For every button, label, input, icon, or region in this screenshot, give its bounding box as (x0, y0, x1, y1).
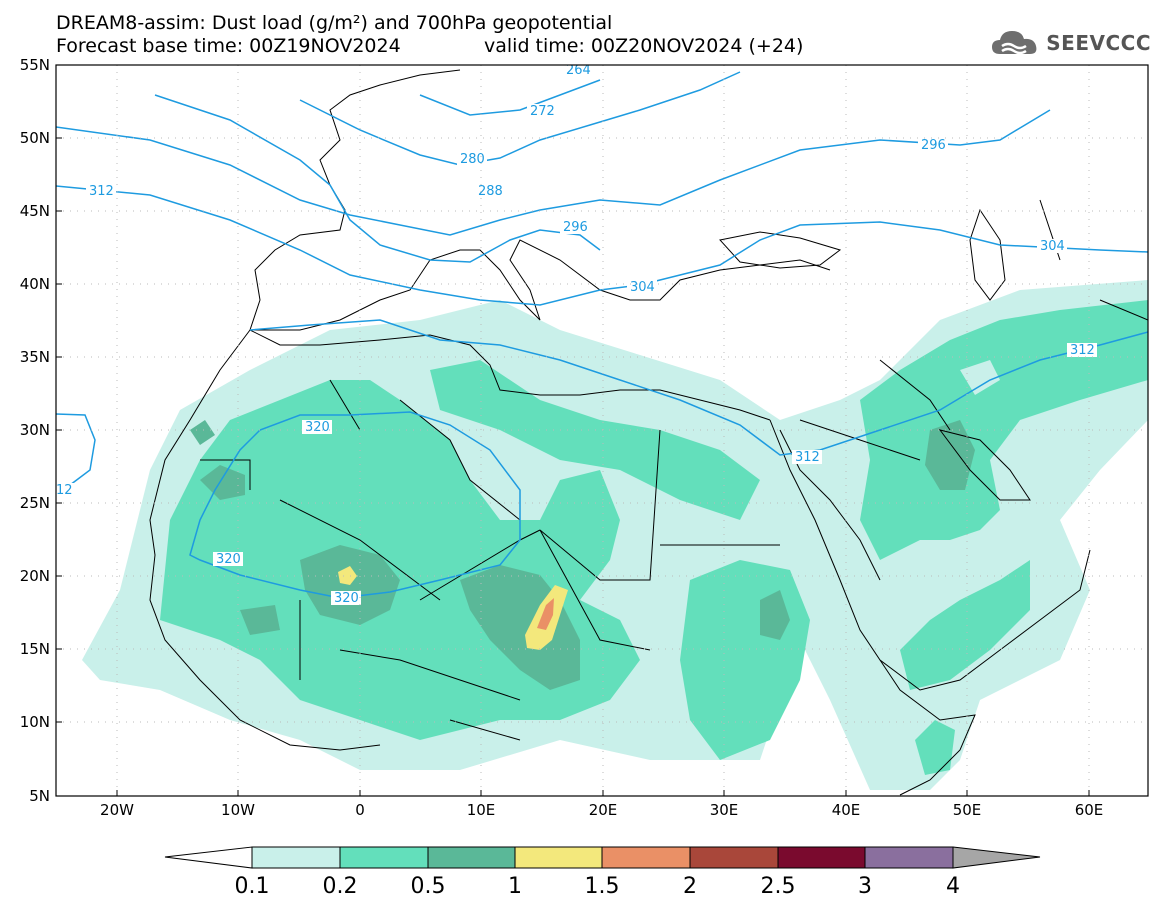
colorbar-swatch (777, 846, 866, 869)
lon-axis: 20W 10W 0 10E 20E 30E 40E 50E 60E (100, 790, 1103, 819)
lat-tick-label: 20N (20, 567, 50, 585)
lon-tick-label: 20E (589, 801, 618, 819)
contour-label: 304 (630, 280, 655, 295)
contour-label: 288 (478, 184, 503, 199)
coastlines (149, 69, 1148, 796)
colorbar-swatch (251, 846, 341, 869)
contour-label: 12 (56, 483, 73, 498)
colorbar-label: 2.5 (761, 874, 796, 899)
lon-tick-label: 0 (355, 801, 365, 819)
colorbar-label: 0.1 (235, 874, 270, 899)
contour-label: 312 (89, 184, 114, 199)
lat-tick-label: 45N (20, 202, 50, 220)
colorbar-labels: 0.1 0.2 0.5 1 1.5 2 2.5 3 4 (235, 874, 961, 899)
colorbar-label: 0.2 (323, 874, 358, 899)
forecast-base-time: Forecast base time: 00Z19NOV2024 (56, 35, 401, 57)
dust-level-0.2 (160, 300, 1148, 775)
colorbar-swatch (689, 846, 779, 869)
contour-label: 272 (530, 104, 555, 119)
contour-label: 296 (921, 138, 946, 153)
colorbar-label: 0.5 (411, 874, 446, 899)
colorbar-swatch (601, 846, 691, 869)
lat-tick-label: 35N (20, 348, 50, 366)
lat-tick-label: 15N (20, 640, 50, 658)
lat-tick-label: 55N (20, 56, 50, 74)
lon-tick-label: 50E (953, 801, 982, 819)
lon-tick-label: 40E (832, 801, 861, 819)
colorbar-swatch (427, 846, 516, 869)
contour-label: 320 (216, 552, 241, 567)
colorbar (164, 846, 1041, 869)
colorbar-swatch (864, 846, 954, 869)
lon-tick-label: 10E (467, 801, 496, 819)
geopotential-contours (56, 71, 1148, 599)
lon-tick-label: 20W (100, 801, 134, 819)
colorbar-label: 2 (683, 874, 697, 899)
map-graticule (56, 65, 1148, 796)
cloud-icon (992, 31, 1037, 55)
logo-text: SEEVCCC (1046, 31, 1151, 55)
contour-label: 264 (566, 63, 591, 78)
contour-label: 280 (460, 152, 485, 167)
contour-label: 320 (305, 420, 330, 435)
map-title-line1: DREAM8-assim: Dust load (g/m²) and 700hP… (56, 12, 613, 34)
valid-time: valid time: 00Z20NOV2024 (+24) (484, 35, 804, 57)
map-area: 264 272 280 288 296 296 304 304 312 312 … (56, 63, 1148, 796)
lon-tick-label: 60E (1075, 801, 1104, 819)
colorbar-under-triangle (164, 846, 253, 869)
lat-tick-label: 30N (20, 421, 50, 439)
seevccc-logo: SEEVCCC (990, 28, 1151, 58)
lat-tick-label: 40N (20, 275, 50, 293)
colorbar-label: 1 (508, 874, 522, 899)
contour-label: 312 (1070, 343, 1095, 358)
lon-tick-label: 30E (710, 801, 739, 819)
contour-label: 312 (795, 450, 820, 465)
lon-tick-label: 10W (221, 801, 255, 819)
colorbar-over-triangle (952, 846, 1041, 869)
colorbar-swatch (339, 846, 429, 869)
colorbar-label: 1.5 (585, 874, 620, 899)
colorbar-swatch (514, 846, 603, 869)
lat-tick-label: 50N (20, 129, 50, 147)
contour-label: 296 (563, 220, 588, 235)
lat-tick-label: 10N (20, 713, 50, 731)
contour-label: 304 (1040, 239, 1065, 254)
contour-label: 320 (334, 591, 359, 606)
contour-labels: 264 272 280 288 296 296 304 304 312 312 … (56, 63, 1097, 606)
colorbar-label: 3 (858, 874, 872, 899)
lat-axis: 55N 50N 45N 40N 35N 30N 25N 20N 15N 10N … (20, 56, 62, 805)
lat-tick-label: 5N (29, 787, 50, 805)
dust-level-1.5 (537, 598, 554, 630)
lat-tick-label: 25N (20, 494, 50, 512)
colorbar-label: 4 (946, 874, 960, 899)
